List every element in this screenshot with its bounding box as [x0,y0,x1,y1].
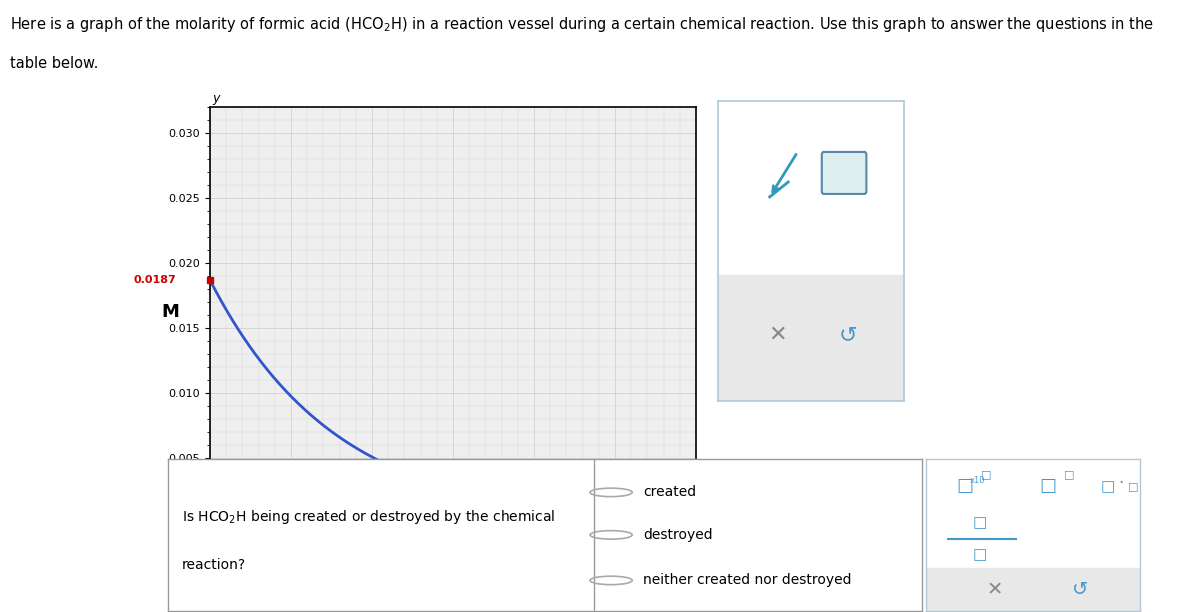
Text: □: □ [1064,469,1075,479]
Text: □: □ [973,547,986,562]
Bar [926,569,1140,611]
Text: created: created [643,485,696,499]
X-axis label: seconds: seconds [419,551,487,566]
Text: ✕: ✕ [986,580,1003,599]
Text: x10: x10 [970,476,985,485]
Text: □: □ [973,515,986,530]
Text: Is $\mathrm{HCO_2H}$ being created or destroyed by the chemical: Is $\mathrm{HCO_2H}$ being created or de… [181,508,556,526]
Text: ✕: ✕ [768,325,786,345]
Text: □: □ [1100,479,1115,494]
FancyBboxPatch shape [822,152,866,194]
Text: □: □ [1128,481,1139,491]
Text: M: M [162,303,179,321]
Text: □: □ [980,469,991,479]
Text: Here is a graph of the molarity of formic acid $\left(\mathrm{HCO_2H}\right)$ in: Here is a graph of the molarity of formi… [10,15,1153,34]
Text: reaction?: reaction? [181,558,246,572]
Text: ↺: ↺ [839,325,857,345]
Text: □: □ [1039,477,1057,495]
Text: ↺: ↺ [1072,580,1088,599]
Text: destroyed: destroyed [643,528,713,542]
Text: ·: · [1118,474,1123,492]
Text: neither created nor destroyed: neither created nor destroyed [643,573,851,588]
Text: table below.: table below. [10,56,98,72]
Text: □: □ [956,477,973,495]
Bar [718,275,904,401]
Text: y: y [212,92,220,105]
Text: 0.0187: 0.0187 [133,275,176,285]
